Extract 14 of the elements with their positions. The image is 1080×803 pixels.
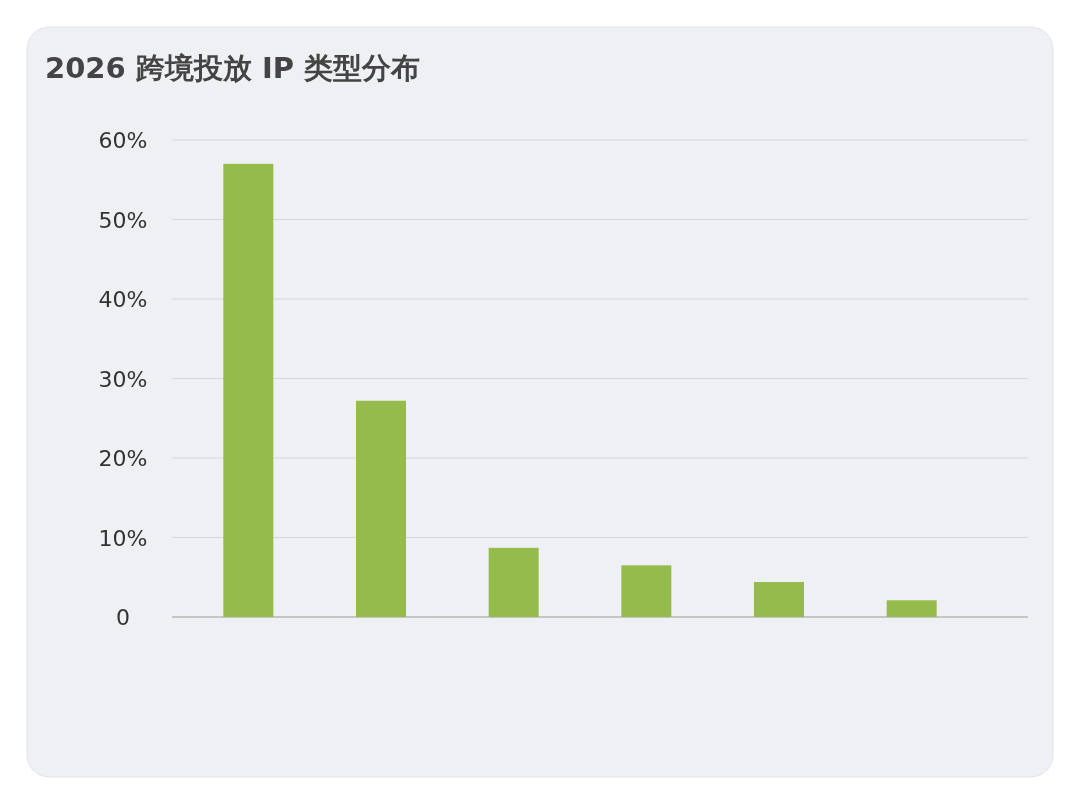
bar [886, 600, 937, 617]
bar [754, 582, 804, 617]
y-tick-label: 30% [98, 366, 148, 392]
chart-title: 2026 跨境投放 IP 类型分布 [45, 51, 421, 85]
y-tick-label: 60% [98, 128, 148, 153]
bar [223, 163, 274, 617]
y-tick-label: 50% [98, 207, 148, 233]
y-tick-label: 10% [98, 525, 148, 551]
y-tick-label: 20% [98, 446, 148, 471]
bar [621, 565, 672, 617]
y-tick-label: 0 [116, 605, 130, 630]
bar [356, 400, 406, 617]
bar [488, 547, 539, 617]
y-tick-label: 40% [98, 287, 148, 312]
